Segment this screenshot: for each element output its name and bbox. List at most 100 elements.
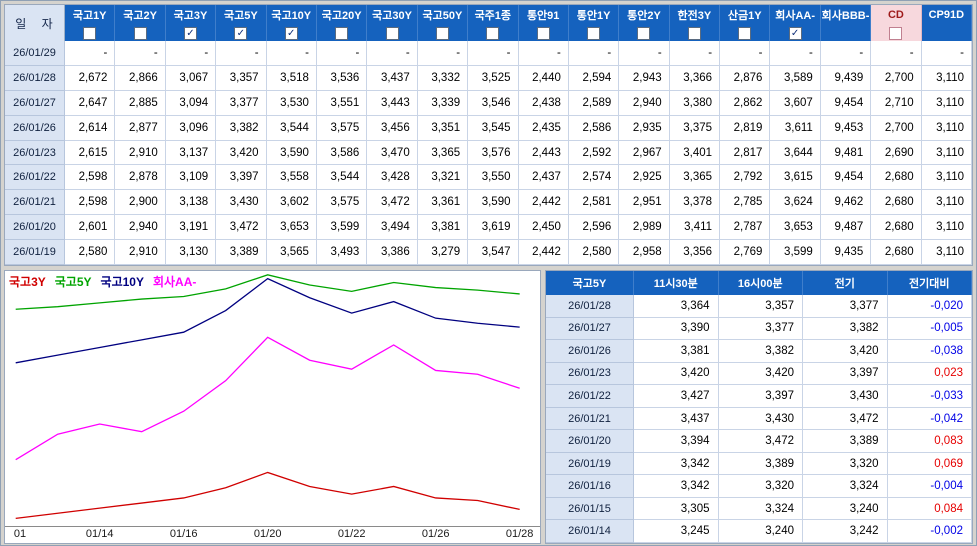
column-checkbox-CD[interactable] [889, 26, 903, 40]
column-header-국고10Y[interactable]: 국고10Y [267, 5, 317, 25]
intraday-value-cell: 3,389 [718, 452, 803, 476]
x-axis-label: 01/16 [169, 528, 198, 540]
yield-value-cell: 3,547 [468, 240, 519, 265]
yield-value-cell: 3,525 [468, 65, 519, 91]
column-checkbox-국주1종[interactable] [486, 26, 500, 40]
yield-value-cell: 3,550 [468, 165, 519, 191]
yield-value-cell: 3,558 [266, 165, 317, 191]
intraday-value-cell: 3,382 [718, 340, 803, 363]
column-checkbox-회사AA-[interactable]: ✓ [788, 26, 802, 40]
column-header-국고5Y[interactable]: 국고5Y [216, 5, 267, 25]
column-checkbox-국고10Y[interactable]: ✓ [284, 26, 298, 40]
yield-value-cell: - [216, 41, 267, 66]
checkbox-cell [670, 25, 721, 41]
yield-value-cell: 3,401 [669, 140, 721, 166]
intraday-date-cell: 26/01/15 [546, 497, 634, 521]
yield-value-cell: 2,581 [568, 190, 620, 216]
legend-item-국고10Y: 국고10Y [100, 275, 144, 289]
yield-value-cell: 2,592 [568, 140, 620, 166]
checkbox-cell [619, 25, 670, 41]
column-header-통안91[interactable]: 통안91 [519, 5, 569, 25]
yield-value-cell: 2,596 [568, 215, 620, 241]
yield-value-cell: 3,456 [367, 115, 418, 141]
chart-plot-area: 국고3Y 국고5Y 국고10Y 회사AA- [5, 271, 540, 527]
column-header-국주1종[interactable]: 국주1종 [468, 5, 519, 25]
column-header-통안2Y[interactable]: 통안2Y [619, 5, 670, 25]
intraday-date-cell: 26/01/16 [546, 475, 634, 498]
column-header-국고2Y[interactable]: 국고2Y [115, 5, 166, 25]
yield-value-cell: 2,615 [65, 140, 116, 166]
yield-value-cell: 3,536 [316, 65, 368, 91]
yield-value-cell: 2,792 [720, 165, 771, 191]
column-header-회사AA-[interactable]: 회사AA- [770, 5, 821, 25]
checkbox-cell: ✓ [267, 25, 317, 41]
column-checkbox-통안91[interactable] [536, 26, 550, 40]
yield-value-cell: 2,819 [720, 115, 771, 141]
yield-value-cell: 3,109 [165, 165, 217, 191]
column-header-CP91D[interactable]: CP91D [922, 5, 972, 25]
yield-value-cell: 3,544 [316, 165, 368, 191]
yield-chart-panel: 국고3Y 국고5Y 국고10Y 회사AA- 01 01/14 01/16 01/20 01/2… [4, 270, 541, 544]
yield-value-cell: 3,420 [216, 140, 267, 166]
intraday-value-cell: 3,342 [634, 452, 719, 476]
column-header-통안1Y[interactable]: 통안1Y [569, 5, 620, 25]
column-header-16시00분: 16시00분 [719, 271, 803, 295]
intraday-value-cell: 3,240 [718, 520, 803, 543]
diff-value-cell: -0,002 [887, 520, 972, 543]
column-header-한전3Y[interactable]: 한전3Y [670, 5, 721, 25]
yield-value-cell: 2,925 [619, 165, 670, 191]
column-header-국고1Y[interactable]: 국고1Y [65, 5, 116, 25]
yield-value-cell: 2,598 [65, 165, 116, 191]
column-checkbox-산금1Y[interactable] [738, 26, 752, 40]
column-checkbox-국고2Y[interactable] [133, 26, 147, 40]
intraday-row: 26/01/26 3,381 3,382 3,420 -0,038 [546, 340, 972, 363]
column-checkbox-국고50Y[interactable] [435, 26, 449, 40]
yield-value-cell: 3,602 [266, 190, 317, 216]
column-header-국고3Y[interactable]: 국고3Y [166, 5, 217, 25]
selected-series-header: 국고5Y [546, 271, 634, 295]
column-checkbox-국고1Y[interactable] [83, 26, 97, 40]
yield-value-cell: 3,356 [669, 240, 721, 265]
column-header-산금1Y[interactable]: 산금1Y [720, 5, 771, 25]
column-checkbox-국고3Y[interactable]: ✓ [183, 26, 197, 40]
yield-value-cell: 2,594 [568, 65, 620, 91]
column-header-국고20Y[interactable]: 국고20Y [317, 5, 368, 25]
series-line-국고3Y [16, 472, 520, 518]
yield-value-cell: 3,518 [266, 65, 317, 91]
column-checkbox-한전3Y[interactable] [687, 26, 701, 40]
diff-value-cell: -0,038 [887, 340, 972, 363]
yield-value-cell: 2,885 [115, 90, 166, 116]
column-header-CD[interactable]: CD [871, 5, 922, 25]
table-row: 26/01/19 2,580 2,910 3,130 3,389 3,565 3,493 3,… [5, 240, 972, 265]
intraday-value-cell: 3,242 [803, 520, 888, 543]
date-cell: 26/01/26 [5, 115, 65, 141]
yield-value-cell: 2,910 [115, 140, 166, 166]
intraday-value-cell: 3,324 [718, 497, 803, 521]
x-axis-label: 01 [13, 528, 27, 540]
yield-value-cell: 3,110 [921, 140, 972, 166]
intraday-date-cell: 26/01/19 [546, 452, 634, 476]
yield-value-cell: 3,110 [921, 65, 972, 91]
yield-value-cell: 2,900 [115, 190, 166, 216]
column-checkbox-국고5Y[interactable]: ✓ [234, 26, 248, 40]
yield-value-cell: - [921, 41, 972, 66]
date-cell: 26/01/29 [5, 41, 65, 66]
yield-value-cell: 3,619 [468, 215, 519, 241]
yield-value-cell: 2,967 [619, 140, 670, 166]
yield-value-cell: 2,951 [619, 190, 670, 216]
column-header-국고30Y[interactable]: 국고30Y [367, 5, 418, 25]
column-checkbox-국고30Y[interactable] [385, 26, 399, 40]
column-header-회사BBB-[interactable]: 회사BBB- [821, 5, 872, 25]
column-checkbox-국고20Y[interactable] [335, 26, 349, 40]
column-checkbox-통안2Y[interactable] [637, 26, 651, 40]
column-header-국고50Y[interactable]: 국고50Y [418, 5, 469, 25]
intraday-value-cell: 3,377 [718, 317, 803, 341]
column-header-전기대비: 전기대비 [888, 271, 972, 295]
intraday-row: 26/01/15 3,305 3,324 3,240 0,084 [546, 497, 972, 521]
yield-value-cell: 3,375 [669, 115, 721, 141]
yield-value-cell: 9,462 [820, 190, 872, 216]
yield-value-cell: 2,437 [518, 165, 569, 191]
chart-x-axis: 01 01/14 01/16 01/20 01/22 01/26 01/28 [5, 527, 540, 543]
diff-value-cell: 0,023 [887, 362, 972, 386]
column-checkbox-통안1Y[interactable] [587, 26, 601, 40]
